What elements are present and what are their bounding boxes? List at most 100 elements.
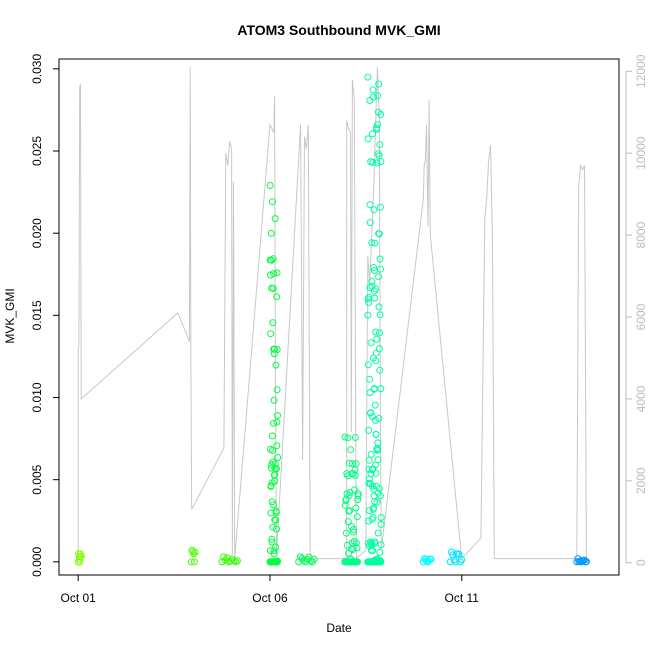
- data-point: [272, 465, 280, 473]
- data-point: [373, 335, 381, 343]
- data-point: [267, 330, 275, 338]
- data-point: [269, 198, 276, 206]
- data-point: [273, 557, 281, 565]
- data-point: [273, 269, 281, 277]
- data-point: [344, 518, 352, 526]
- data-point: [351, 434, 359, 441]
- data-point: [77, 552, 85, 560]
- data-point: [190, 550, 198, 558]
- data-point: [353, 513, 361, 521]
- data-point: [270, 550, 278, 558]
- data-point: [377, 520, 385, 528]
- data-point: [376, 548, 384, 556]
- data-point: [375, 415, 383, 422]
- data-point: [369, 93, 377, 101]
- series-6: [341, 433, 362, 566]
- series-1: [74, 550, 85, 566]
- data-point: [376, 141, 384, 149]
- x-axis: Oct 01 Oct 06 Oct 11: [60, 574, 479, 605]
- data-point: [369, 547, 377, 555]
- data-point: [233, 557, 241, 565]
- y-tick-label: 0.000: [30, 547, 44, 577]
- data-point: [369, 482, 377, 490]
- series-8: [419, 555, 435, 566]
- data-point: [269, 446, 277, 454]
- data-point: [349, 528, 357, 536]
- data-point: [367, 450, 375, 458]
- data-point: [368, 277, 376, 285]
- data-point: [227, 557, 234, 565]
- series-3: [218, 553, 241, 566]
- data-point: [350, 537, 358, 545]
- data-point: [354, 492, 362, 500]
- x-axis-label: Date: [326, 621, 352, 635]
- data-point: [365, 299, 373, 306]
- data-point: [269, 285, 277, 292]
- data-point: [266, 271, 274, 279]
- data-point: [352, 460, 360, 468]
- data-point: [269, 523, 277, 531]
- data-point: [365, 517, 372, 525]
- data-point: [377, 514, 385, 521]
- data-point: [273, 293, 281, 301]
- data-point: [377, 110, 385, 118]
- data-point: [374, 121, 381, 129]
- y2-tick-label: 8000: [634, 221, 648, 248]
- data-point: [270, 547, 278, 555]
- data-point: [375, 80, 383, 88]
- data-point: [273, 418, 281, 426]
- data-point: [367, 409, 375, 417]
- data-point: [582, 558, 590, 566]
- data-point: [370, 264, 378, 271]
- data-point: [269, 319, 277, 327]
- data-point: [270, 419, 278, 427]
- data-point: [269, 255, 277, 263]
- data-point: [272, 543, 280, 551]
- data-point: [350, 526, 358, 533]
- data-point: [374, 108, 382, 116]
- data-point: [365, 465, 373, 473]
- data-point: [365, 456, 373, 464]
- data-point: [364, 311, 372, 319]
- data-point: [458, 556, 466, 564]
- data-point: [268, 432, 276, 440]
- data-point: [374, 92, 382, 100]
- data-point: [364, 135, 372, 143]
- data-point: [349, 470, 357, 478]
- data-point: [374, 529, 382, 537]
- data-point: [364, 361, 372, 369]
- y-axis-left: 0.000 0.005 0.010 0.015 0.020 0.025 0.030: [30, 54, 60, 577]
- y-tick-label: 0.015: [30, 300, 44, 330]
- data-point: [375, 230, 383, 238]
- data-point: [218, 558, 226, 566]
- y-tick-label: 0.010: [30, 382, 44, 412]
- data-point: [272, 361, 280, 369]
- data-point: [377, 385, 385, 393]
- data-point: [270, 396, 278, 404]
- data-point: [346, 507, 354, 515]
- chart-title: ATOM3 Southbound MVK_GMI: [237, 22, 440, 38]
- data-point: [267, 229, 275, 237]
- data-point: [349, 460, 356, 468]
- data-points-layer: [74, 73, 590, 566]
- data-point: [371, 401, 379, 409]
- data-point: [269, 458, 277, 466]
- data-point: [369, 158, 377, 166]
- y-tick-label: 0.005: [30, 464, 44, 494]
- data-point: [191, 548, 199, 556]
- data-point: [372, 328, 380, 336]
- data-point: [375, 485, 383, 492]
- data-point: [369, 86, 377, 94]
- data-point: [370, 206, 378, 214]
- data-point: [273, 525, 280, 533]
- y2-tick-label: 4000: [634, 385, 648, 412]
- data-point: [271, 215, 279, 223]
- data-point: [274, 454, 282, 461]
- data-point: [376, 329, 383, 337]
- altitude-trace-layer: [77, 67, 587, 560]
- data-point: [344, 434, 352, 442]
- series-4: [266, 182, 282, 566]
- data-point: [375, 345, 383, 353]
- data-point: [371, 294, 379, 302]
